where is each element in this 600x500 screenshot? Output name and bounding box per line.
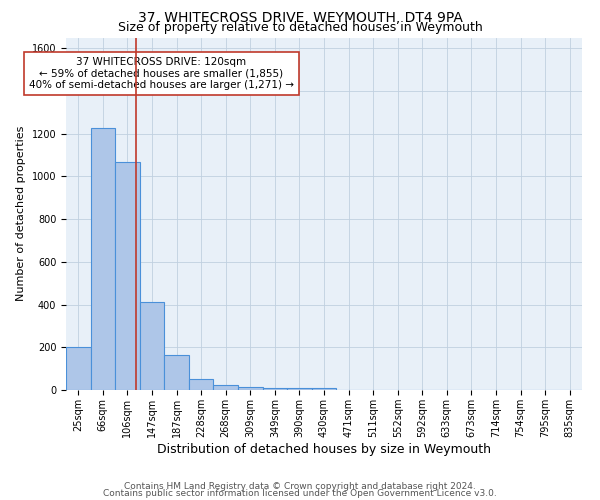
X-axis label: Distribution of detached houses by size in Weymouth: Distribution of detached houses by size … (157, 442, 491, 456)
Bar (115, 162, 140, 390)
Bar (263, 388, 287, 390)
Y-axis label: Number of detached properties: Number of detached properties (16, 126, 26, 302)
Text: 37, WHITECROSS DRIVE, WEYMOUTH, DT4 9PA: 37, WHITECROSS DRIVE, WEYMOUTH, DT4 9PA (137, 11, 463, 25)
Text: Contains HM Land Registry data © Crown copyright and database right 2024.: Contains HM Land Registry data © Crown c… (124, 482, 476, 491)
Bar (312, 388, 336, 390)
Bar (164, 355, 189, 390)
Bar (189, 380, 214, 390)
Bar (66, 348, 91, 390)
Text: 37 WHITECROSS DRIVE: 120sqm
← 59% of detached houses are smaller (1,855)
40% of : 37 WHITECROSS DRIVE: 120sqm ← 59% of det… (29, 57, 294, 90)
Bar (214, 384, 238, 390)
Bar (91, 128, 115, 390)
Bar (140, 302, 164, 390)
Text: Contains public sector information licensed under the Open Government Licence v3: Contains public sector information licen… (103, 490, 497, 498)
Bar (287, 388, 312, 390)
Bar (238, 387, 263, 390)
Text: Size of property relative to detached houses in Weymouth: Size of property relative to detached ho… (118, 21, 482, 34)
